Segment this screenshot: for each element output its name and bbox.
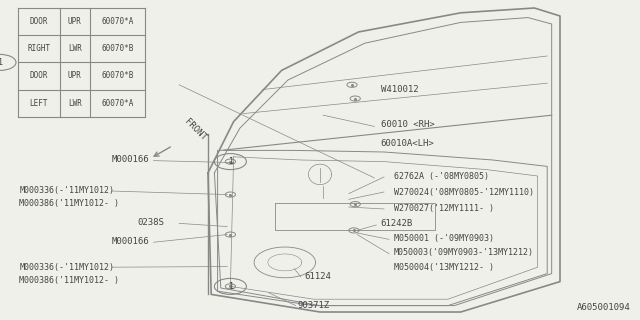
Text: LWR: LWR (68, 44, 82, 53)
Text: FRONT: FRONT (182, 117, 208, 142)
Text: LWR: LWR (68, 99, 82, 108)
Text: M000386('11MY1012- ): M000386('11MY1012- ) (19, 199, 119, 208)
Text: 61124: 61124 (304, 272, 331, 281)
Text: RIGHT: RIGHT (27, 44, 51, 53)
Text: 61242B: 61242B (381, 220, 413, 228)
Text: M000166: M000166 (112, 237, 150, 246)
Text: 1: 1 (228, 157, 233, 166)
Text: 1: 1 (228, 282, 233, 291)
Text: M000336(-'11MY1012): M000336(-'11MY1012) (19, 263, 114, 272)
Text: M000386('11MY1012- ): M000386('11MY1012- ) (19, 276, 119, 284)
Text: 60010A<LH>: 60010A<LH> (381, 140, 435, 148)
Text: M050003('09MY0903-'13MY1212): M050003('09MY0903-'13MY1212) (394, 248, 534, 257)
Text: DOOR: DOOR (29, 17, 48, 26)
Text: W270027('12MY1111- ): W270027('12MY1111- ) (394, 204, 493, 212)
Text: A605001094: A605001094 (577, 303, 630, 312)
Text: M000166: M000166 (112, 156, 150, 164)
Text: M050004('13MY1212- ): M050004('13MY1212- ) (394, 263, 493, 272)
Text: 1: 1 (0, 58, 3, 67)
Text: UPR: UPR (68, 17, 82, 26)
Text: M050001 (-'09MY0903): M050001 (-'09MY0903) (394, 234, 493, 243)
Text: 60070*B: 60070*B (101, 44, 134, 53)
Text: M000336(-'11MY1012): M000336(-'11MY1012) (19, 186, 114, 195)
Text: 0238S: 0238S (138, 218, 164, 227)
Text: 60070*A: 60070*A (101, 99, 134, 108)
Text: 60070*B: 60070*B (101, 71, 134, 81)
Text: 90371Z: 90371Z (298, 301, 330, 310)
Text: W410012: W410012 (381, 85, 419, 94)
Text: 60010 <RH>: 60010 <RH> (381, 120, 435, 129)
Text: 62762A (-'08MY0805): 62762A (-'08MY0805) (394, 172, 488, 180)
Text: 60070*A: 60070*A (101, 17, 134, 26)
Text: UPR: UPR (68, 71, 82, 81)
Text: W270024('08MY0805-'12MY1110): W270024('08MY0805-'12MY1110) (394, 188, 534, 196)
Text: LEFT: LEFT (29, 99, 48, 108)
Text: DOOR: DOOR (29, 71, 48, 81)
